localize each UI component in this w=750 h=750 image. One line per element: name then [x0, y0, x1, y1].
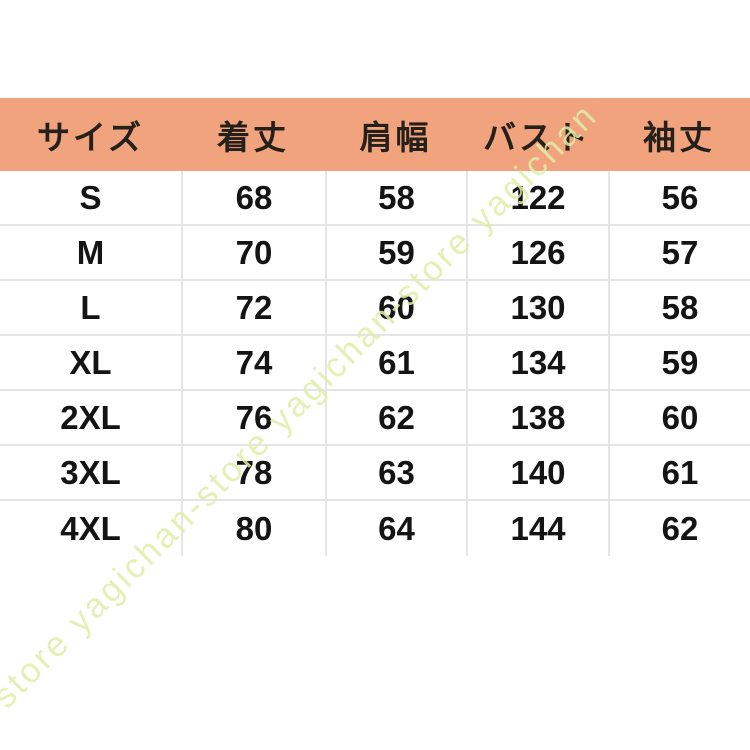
table-row-3xl: 3XL 78 63 140 61 — [0, 446, 750, 501]
size-cell: L — [80, 288, 101, 326]
bust-cell: 144 — [466, 501, 608, 556]
table-row-s: S 68 58 122 56 — [0, 171, 750, 226]
sleeve-cell: 56 — [608, 171, 750, 224]
shoulder-cell: 64 — [325, 501, 466, 556]
size-cell: M — [76, 233, 105, 271]
sleeve-cell: 60 — [608, 391, 750, 444]
shoulder-cell: 62 — [325, 391, 466, 444]
sleeve-cell: 61 — [608, 446, 750, 499]
shoulder-cell: 63 — [325, 446, 466, 499]
length-cell: 78 — [181, 446, 325, 499]
bust-cell: 130 — [466, 281, 608, 334]
header-size: サイズ — [36, 120, 144, 157]
length-cell: 76 — [181, 391, 325, 444]
size-cell: 4XL — [60, 509, 121, 547]
table-row-m: M 70 59 126 57 — [0, 226, 750, 281]
bust-cell: 126 — [466, 226, 608, 279]
sleeve-cell: 57 — [608, 226, 750, 279]
header-sleeve: 袖丈 — [643, 120, 715, 157]
shoulder-cell: 59 — [325, 226, 466, 279]
bust-cell: 134 — [466, 336, 608, 389]
length-cell: 68 — [181, 171, 325, 224]
length-cell: 74 — [181, 336, 325, 389]
length-cell: 80 — [181, 501, 325, 556]
header-length: 着丈 — [217, 120, 289, 157]
size-cell: XL — [69, 343, 112, 381]
table-row-4xl: 4XL 80 64 144 62 — [0, 501, 750, 556]
table-body: S 68 58 122 56 M 70 59 126 57 L 72 60 13… — [0, 171, 750, 556]
header-bust: バスト — [483, 120, 591, 157]
sleeve-cell: 58 — [608, 281, 750, 334]
sleeve-cell: 59 — [608, 336, 750, 389]
table-row-2xl: 2XL 76 62 138 60 — [0, 391, 750, 446]
table-row-xl: XL 74 61 134 59 — [0, 336, 750, 391]
shoulder-cell: 60 — [325, 281, 466, 334]
bust-cell: 138 — [466, 391, 608, 444]
size-cell: 2XL — [60, 398, 121, 436]
sleeve-cell: 62 — [608, 501, 750, 556]
shoulder-cell: 58 — [325, 171, 466, 224]
length-cell: 72 — [181, 281, 325, 334]
bust-cell: 122 — [466, 171, 608, 224]
table-row-l: L 72 60 130 58 — [0, 281, 750, 336]
shoulder-cell: 61 — [325, 336, 466, 389]
header-shoulder: 肩幅 — [359, 120, 432, 157]
table-header: サイズ 着丈 肩幅 バスト 袖丈 — [0, 98, 750, 171]
size-cell: S — [79, 178, 102, 216]
bust-cell: 140 — [466, 446, 608, 499]
length-cell: 70 — [181, 226, 325, 279]
size-cell: 3XL — [60, 453, 121, 491]
